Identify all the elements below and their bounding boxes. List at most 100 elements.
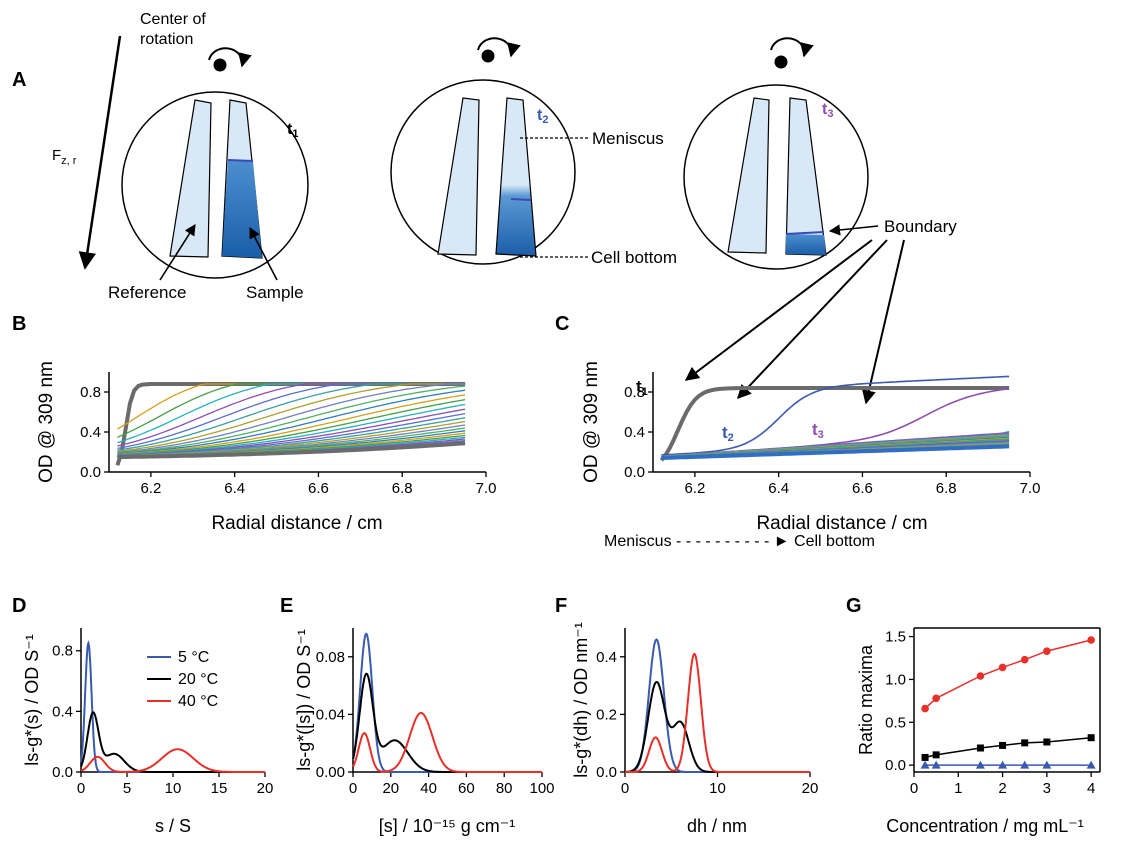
- x-tick-label: 5: [123, 780, 131, 797]
- x-tick-label: 0: [349, 780, 357, 797]
- x-tick-label: 4: [1087, 780, 1095, 797]
- chart-b: B 6.2 6.4 6.6 6.8 7.0 0.0 0.4 0.8 OD @ 309 nm Radi…: [12, 313, 496, 534]
- data-point: [1020, 655, 1029, 664]
- panel-letter: B: [12, 313, 26, 335]
- y-axis-label: Ratio maxima: [856, 644, 876, 755]
- center-of-rotation-line1: Center of: [140, 11, 206, 28]
- label-cell-bottom: Cell bottom: [591, 248, 677, 267]
- annotation-t3: t3: [812, 420, 824, 441]
- y-tick-label: 0.0: [624, 464, 645, 481]
- y-tick-label: 0.0: [80, 464, 101, 481]
- data-point: [921, 753, 929, 761]
- panel-letter: D: [12, 595, 26, 617]
- scan-line: [117, 383, 466, 453]
- label-sample: Sample: [246, 283, 304, 302]
- y-tick-label: 0.0: [52, 764, 73, 781]
- chart-g: G 0 1 2 3 4 0.0 0.5 1.0 1.5 Ratio maxima Concentrat…: [846, 595, 1101, 836]
- x-axis-label: s / S: [155, 816, 191, 836]
- data-point: [1087, 636, 1095, 644]
- y-tick-label: 0.8: [624, 384, 645, 401]
- boundary-arrow-t1: [684, 239, 873, 381]
- sample-arrow: [249, 227, 278, 281]
- distribution-line: [80, 748, 265, 773]
- y-tick-label: 0.00: [316, 764, 345, 781]
- center-dot-icon: [774, 55, 788, 69]
- x-tick-label: 10: [165, 780, 182, 797]
- data-point: [932, 694, 940, 703]
- y-tick-label: 1.0: [885, 671, 906, 688]
- data-point: [1043, 738, 1051, 746]
- x-tick-label: 20: [802, 780, 819, 797]
- legend-label: 5 °C: [178, 649, 209, 666]
- scan-line: [117, 394, 466, 455]
- distribution-line: [625, 652, 810, 773]
- x-axis-label: Radial distance / cm: [211, 513, 382, 534]
- data-point: [1042, 760, 1052, 769]
- data-point: [1086, 760, 1096, 769]
- distribution-line: [80, 640, 265, 773]
- x-tick-label: 60: [458, 780, 475, 797]
- center-dot-icon: [213, 58, 227, 72]
- panel-letter: E: [280, 595, 293, 617]
- y-tick-label: 0.4: [596, 649, 617, 666]
- x-tick-label: 100: [529, 780, 554, 797]
- distribution-line: [625, 638, 810, 773]
- x-tick-label: 10: [709, 780, 726, 797]
- label-meniscus: Meniscus: [592, 129, 664, 148]
- y-tick-label: 0.8: [80, 384, 101, 401]
- x-tick-label: 0: [77, 780, 85, 797]
- x-tick-label: 0: [621, 780, 629, 797]
- boundary-arrow-t3: [862, 239, 905, 405]
- panel-letter: C: [555, 313, 569, 335]
- label-boundary: Boundary: [884, 217, 957, 236]
- y-axis-label: ls-g*([s]) / OD S⁻¹: [294, 629, 314, 771]
- data-point: [1043, 647, 1051, 655]
- panel-letter: G: [846, 595, 862, 617]
- legend-label: 20 °C: [178, 671, 218, 688]
- data-point: [976, 672, 985, 680]
- y-axis-label: ls-g*(dh) / OD nm⁻¹: [571, 622, 591, 778]
- rotation-arrow-icon: [477, 37, 521, 58]
- y-tick-label: 0.4: [80, 424, 101, 441]
- series-line: [924, 639, 1092, 710]
- rotation-arrow-icon: [770, 37, 814, 58]
- distribution-line: [625, 681, 810, 773]
- data-point: [1020, 760, 1030, 769]
- x-axis-label: Concentration / mg mL⁻¹: [886, 816, 1084, 836]
- reference-cell: [169, 99, 212, 258]
- boundary-arrow-to-cell: [828, 224, 879, 236]
- x-tick-label: 2: [998, 780, 1006, 797]
- label-reference: Reference: [108, 283, 186, 302]
- x-tick-label: 6.8: [936, 480, 957, 497]
- scan-line: [661, 444, 1010, 460]
- scan-line: [117, 441, 466, 460]
- panel-a-letter: A: [12, 69, 26, 91]
- sample-boundary: [227, 159, 254, 162]
- rotor-circle: [121, 91, 309, 279]
- x-tick-label: 6.4: [224, 480, 245, 497]
- data-point: [1087, 734, 1095, 742]
- x-tick-label: 6.2: [684, 480, 705, 497]
- chart-d: D 0 5 10 15 20 0.0 0.4 0.8 ls-g*(s) / OD S⁻¹ s / S…: [12, 595, 273, 836]
- meniscus-to-cell-bottom: Meniscus - - - - - - - - - - ► Cell bott…: [604, 533, 875, 550]
- distribution-line: [80, 711, 265, 773]
- y-axis-label: OD @ 309 nm: [581, 361, 602, 483]
- y-tick-label: 0.2: [596, 706, 617, 723]
- scan-line: [117, 389, 466, 455]
- annotation-t1: t1: [636, 377, 648, 398]
- y-tick-label: 0.8: [52, 643, 73, 660]
- rotor-circle: [390, 79, 576, 265]
- x-tick-label: 6.6: [852, 480, 873, 497]
- x-tick-label: 6.2: [140, 480, 161, 497]
- panel-a: A Center of rotation Fz, r t1 Reference …: [12, 11, 957, 405]
- rotor-t3: t3 Boundary: [683, 37, 957, 270]
- time-label-t3: t3: [822, 101, 833, 120]
- panel-letter: F: [555, 595, 567, 617]
- scan-line: [659, 386, 1010, 462]
- rotor-t2: t2 Meniscus Cell bottom: [390, 37, 677, 267]
- y-tick-label: 0.04: [316, 706, 345, 723]
- y-tick-label: 1.5: [885, 629, 906, 646]
- boundary-arrow-t2: [737, 239, 888, 400]
- x-tick-label: 6.8: [392, 480, 413, 497]
